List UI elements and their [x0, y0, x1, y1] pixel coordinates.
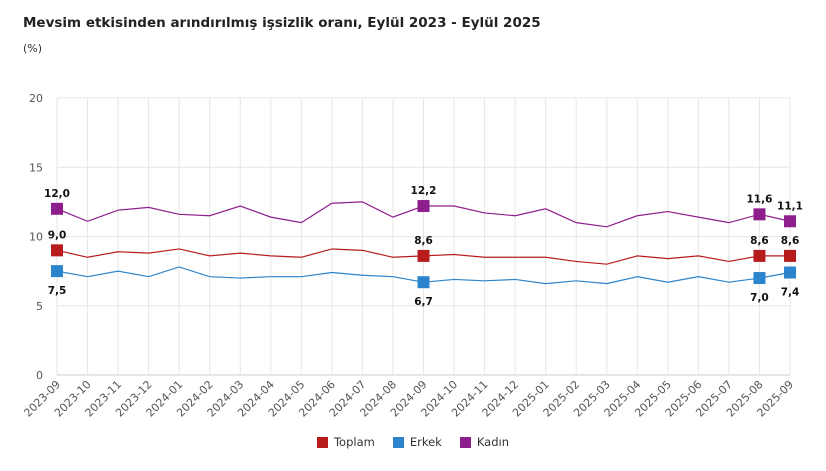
legend-item-Erkek[interactable]: Erkek	[392, 435, 442, 449]
legend-label: Erkek	[409, 435, 442, 449]
data-label: 8,6	[414, 235, 433, 247]
data-label: 12,2	[411, 185, 437, 197]
chart-title: Mevsim etkisinden arındırılmış işsizlik …	[23, 15, 541, 31]
data-marker	[753, 208, 766, 221]
y-tick-label: 10	[29, 231, 43, 244]
data-marker	[753, 249, 766, 262]
data-label: 7,5	[48, 285, 67, 297]
data-marker	[784, 249, 796, 262]
legend-swatch	[459, 436, 471, 448]
data-marker	[417, 276, 430, 289]
legend-label: Kadın	[476, 435, 509, 449]
data-marker	[417, 200, 430, 213]
data-marker	[51, 244, 63, 257]
data-marker	[51, 202, 63, 215]
y-tick-label: 15	[29, 161, 43, 174]
y-tick-label: 0	[36, 369, 43, 382]
y-tick-label: 20	[29, 92, 43, 105]
legend: Toplam Erkek Kadın	[0, 435, 826, 449]
data-label: 8,6	[750, 235, 769, 247]
data-label: 12,0	[44, 188, 70, 200]
legend-item-Toplam[interactable]: Toplam	[316, 435, 375, 449]
y-tick-label: 5	[36, 300, 43, 313]
data-marker	[784, 266, 796, 279]
unit-label: (%)	[23, 42, 43, 55]
data-label: 11,6	[746, 193, 772, 205]
data-label: 11,1	[777, 200, 803, 212]
legend-swatch	[392, 436, 404, 448]
legend-label: Toplam	[333, 435, 375, 449]
data-label: 6,7	[414, 296, 433, 308]
legend-swatch	[316, 436, 328, 448]
data-label: 7,0	[750, 292, 769, 304]
data-marker	[753, 272, 766, 285]
data-label: 8,6	[781, 235, 800, 247]
legend-item-Kadın[interactable]: Kadın	[459, 435, 509, 449]
data-marker	[51, 265, 63, 278]
data-marker	[784, 215, 796, 228]
data-label: 9,0	[48, 229, 67, 241]
data-marker	[417, 249, 430, 262]
data-label: 7,4	[781, 287, 800, 299]
